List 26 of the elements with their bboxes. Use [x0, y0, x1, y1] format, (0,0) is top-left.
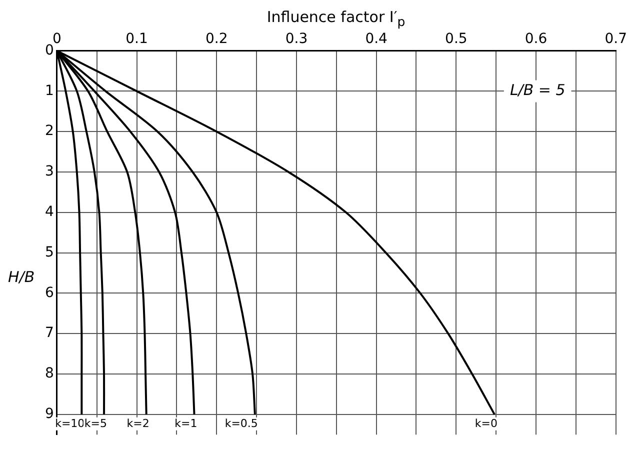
y-tick-label: 1: [44, 82, 54, 99]
x-tick-label: 0.7: [604, 31, 627, 48]
x-tick-label: 0.3: [285, 31, 308, 48]
series-label: k=2: [126, 416, 150, 430]
x-tick-label: 0.6: [524, 31, 548, 48]
y-tick-label: 5: [44, 244, 54, 260]
x-tick-label: 0.2: [205, 31, 228, 48]
y-tick-label: 3: [44, 164, 54, 180]
x-tick-label: 0.4: [365, 31, 388, 48]
series-label: k=0.5: [224, 416, 258, 430]
y-tick-label: 8: [44, 366, 54, 382]
annotation: L/B = 5: [510, 81, 566, 100]
x-tick-label: 0.1: [126, 31, 148, 48]
series-label: k=0: [474, 416, 498, 430]
y-tick-label: 4: [44, 204, 54, 220]
series-label: k=10: [55, 416, 85, 430]
x-axis-title: Influence factor I′$_{p}$: [266, 8, 406, 29]
y-tick-label: 6: [44, 284, 54, 301]
series-label: k=1: [174, 416, 198, 430]
y-tick-label: 9: [44, 406, 54, 422]
y-axis-title: H/B: [8, 267, 36, 288]
x-tick-label: 0.5: [445, 31, 468, 48]
y-tick-label: 7: [44, 325, 54, 342]
y-tick-label: 2: [44, 123, 54, 140]
series-label: k=5: [84, 416, 108, 430]
y-tick-label: 0: [44, 42, 54, 58]
